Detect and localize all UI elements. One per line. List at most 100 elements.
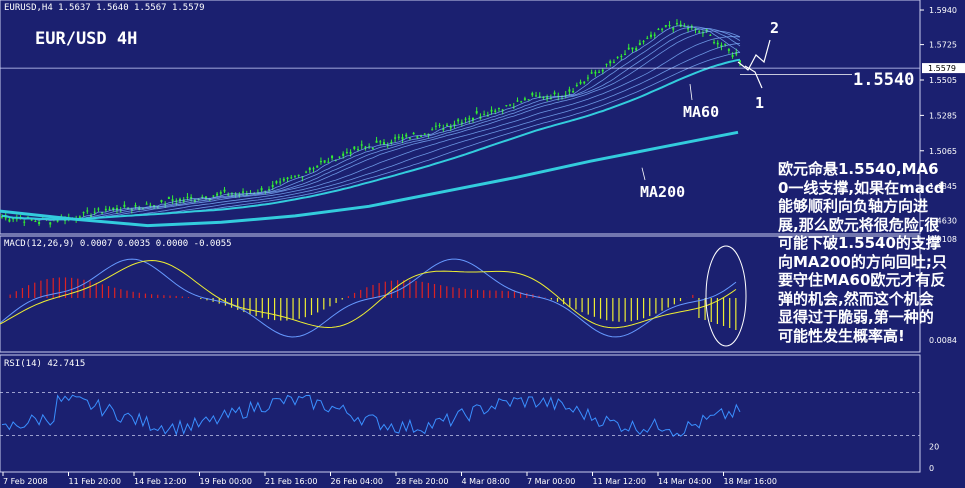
axes: 1.5940 1.5725 1.5505 1.5285 1.5065 1.4845 1.46… (2, 6, 965, 486)
candle-body (590, 72, 593, 74)
ma-fan-line (2, 43, 741, 220)
x-tick-label: 14 Mar 04:00 (658, 477, 711, 486)
x-tick-label: 11 Feb 20:00 (69, 477, 121, 486)
candles (1, 19, 741, 228)
level-label: 1.5540 (853, 70, 914, 90)
ma-fan-line (2, 30, 741, 220)
candle-body (56, 220, 59, 222)
candle-body (494, 110, 497, 113)
macd-frame (0, 235, 921, 353)
candle-body (490, 109, 493, 112)
rsi-tick-label: 0 (929, 464, 934, 473)
candle-body (193, 199, 196, 203)
candle-body (38, 221, 41, 225)
path-1-arrow (744, 65, 763, 89)
path-2-label: 2 (770, 19, 779, 37)
candle-body (364, 146, 367, 148)
candle-body (464, 118, 467, 120)
signal-line (0, 259, 737, 329)
candle-body (357, 149, 360, 151)
candle-body (141, 208, 144, 210)
candle-body (286, 177, 289, 179)
candle-body (575, 84, 578, 86)
candle-body (509, 104, 512, 106)
candle-body (516, 100, 519, 102)
candle-body (720, 44, 723, 47)
price-frame (0, 0, 921, 235)
x-tick-label: 21 Feb 16:00 (265, 477, 317, 486)
candle-body (227, 194, 230, 196)
candle-body (709, 34, 712, 36)
candle-body (438, 124, 441, 126)
candle-body (371, 147, 374, 149)
candle-body (279, 181, 282, 183)
candle-body (390, 141, 393, 144)
candle-body (523, 98, 526, 100)
candle-body (620, 55, 623, 57)
candle-body (34, 221, 37, 223)
ma60-curve (2, 58, 741, 221)
symbol-info: EURUSD,H4 1.5637 1.5640 1.5567 1.5579 (4, 3, 204, 13)
analysis-comment: 欧元命悬1.5540,MA60一线支撑,如果在macd能够顺利向负轴方向进展,那… (778, 160, 947, 345)
candle-body (305, 171, 308, 173)
x-tick-label: 18 Mar 16:00 (724, 477, 777, 486)
x-tick-label: 26 Feb 04:00 (331, 477, 383, 486)
rsi-tick-label: 20 (929, 442, 939, 451)
current-price-label: 1.5579 (928, 64, 956, 73)
candle-body (646, 37, 649, 39)
x-tick-label: 7 Mar 00:00 (527, 477, 575, 486)
candle-body (546, 96, 549, 99)
macd-tick-label: 0.0108 (929, 235, 957, 244)
candle-body (713, 42, 716, 44)
candle-body (598, 71, 601, 73)
candle-body (423, 133, 426, 135)
macd-tick-label: 0.0084 (929, 336, 957, 345)
candle-body (145, 203, 148, 205)
candle-body (323, 160, 326, 163)
ma200-line (0, 130, 739, 228)
candle-body (401, 137, 404, 140)
candle-body (661, 28, 664, 30)
candle-body (497, 107, 500, 109)
candle-body (468, 118, 471, 120)
candle-body (405, 134, 408, 137)
x-tick-label: 28 Feb 20:00 (396, 477, 448, 486)
candle-body (30, 219, 33, 221)
candle-body (586, 77, 589, 79)
candle-body (167, 197, 170, 199)
candle-body (242, 191, 245, 193)
candle-body (683, 25, 686, 27)
x-tick-label: 7 Feb 2008 (3, 477, 48, 486)
candle-body (549, 98, 552, 100)
candle-body (312, 168, 315, 170)
x-tick-label: 19 Feb 00:00 (200, 477, 252, 486)
candle-body (420, 135, 423, 137)
candle-body (735, 52, 738, 55)
candle-body (101, 212, 104, 214)
ma-fan (2, 25, 741, 221)
ma-fan-line (2, 28, 741, 221)
candle-body (638, 42, 641, 46)
candle-body (668, 25, 671, 27)
candle-body (675, 23, 678, 25)
candle-body (382, 142, 385, 145)
candle-body (134, 205, 137, 207)
candle-body (90, 215, 93, 217)
candle-body (23, 221, 26, 223)
x-tick-label: 14 Feb 12:00 (134, 477, 186, 486)
path-1-label: 1 (755, 94, 764, 112)
candle-body (297, 174, 300, 176)
price-tick-label: 1.4845 (929, 182, 957, 191)
path-2-arrow (737, 39, 771, 71)
candle-body (271, 184, 274, 187)
ma60-label: MA60 (683, 103, 719, 121)
candle-body (379, 141, 382, 143)
price-tick-label: 1.5505 (929, 76, 957, 85)
candle-body (397, 136, 400, 138)
candle-body (471, 117, 474, 121)
macd-panel (0, 245, 747, 347)
candle-body (223, 189, 226, 192)
candle-body (93, 211, 96, 213)
candle-body (583, 81, 586, 84)
